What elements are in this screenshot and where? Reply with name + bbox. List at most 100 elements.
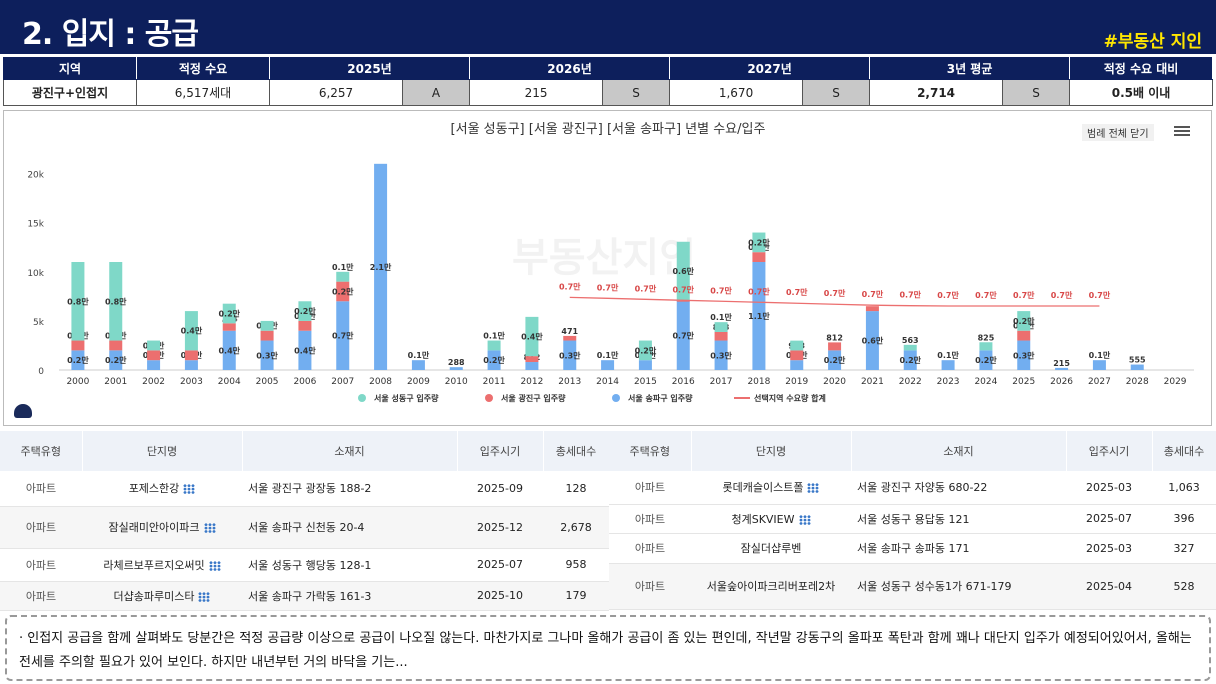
x-tick-label: 2007 bbox=[331, 377, 354, 387]
bar-gwangjin bbox=[109, 340, 123, 351]
data-label: 1.1만 bbox=[748, 311, 770, 321]
legend-toggle-button[interactable]: 범례 전체 닫기 bbox=[1082, 124, 1154, 141]
x-tick-label: 2004 bbox=[218, 377, 241, 387]
bar-gwangjin bbox=[525, 356, 539, 363]
col-header: 소재지 bbox=[242, 431, 458, 471]
housing-type: 아파트 bbox=[0, 506, 82, 549]
housing-type: 아파트 bbox=[0, 581, 82, 611]
demand-label: 0.7만 bbox=[937, 290, 959, 300]
bar-seongdong bbox=[298, 301, 312, 321]
move-in-date: 2025-07 bbox=[1066, 504, 1152, 534]
grade-2026-cell: S bbox=[602, 79, 671, 106]
data-label: 0.2만 bbox=[975, 355, 997, 365]
bar-songpa bbox=[487, 350, 501, 370]
x-tick-label: 2026 bbox=[1050, 377, 1073, 387]
bar-seongdong bbox=[147, 340, 161, 351]
supply-2027-cell: 1,670 bbox=[669, 79, 804, 106]
x-tick-label: 2027 bbox=[1088, 377, 1111, 387]
table-row: 아파트 잠실래미안아이파크 서울 송파구 신천동 20-4 2025-12 2,… bbox=[0, 506, 609, 549]
x-tick-label: 2025 bbox=[1012, 377, 1035, 387]
bar-gwangjin bbox=[1017, 330, 1031, 341]
complex-name-link[interactable]: 청계SKVIEW bbox=[731, 512, 795, 526]
demand-label: 0.7만 bbox=[899, 290, 921, 300]
table-row: 아파트 서울숲아이파크리버포레2차 서울 성동구 성수동1가 671-179 2… bbox=[609, 563, 1216, 610]
grid-icon[interactable] bbox=[183, 484, 196, 495]
chart-title: [서울 성동구] [서울 광진구] [서울 송파구] 년별 수요/입주 bbox=[451, 122, 766, 137]
data-label: 812 bbox=[826, 333, 843, 342]
summary-header: 2025년 bbox=[268, 57, 471, 80]
x-tick-label: 2014 bbox=[596, 377, 619, 387]
move-in-date: 2025-10 bbox=[457, 581, 543, 611]
data-label: 0.2만 bbox=[899, 355, 921, 365]
data-label: 0.1만 bbox=[597, 350, 619, 360]
address: 서울 광진구 광장동 188-2 bbox=[242, 471, 457, 507]
x-tick-label: 2002 bbox=[142, 377, 165, 387]
address: 서울 송파구 송파동 171 bbox=[851, 533, 1066, 564]
chart-menu-icon[interactable] bbox=[1174, 126, 1190, 136]
data-label: 0.6만 bbox=[672, 266, 694, 276]
complex-name-link[interactable]: 잠실래미안아이파크 bbox=[108, 521, 200, 534]
bar-gwangjin bbox=[714, 331, 728, 341]
data-label: 471 bbox=[561, 327, 578, 336]
col-header: 소재지 bbox=[851, 431, 1067, 471]
x-tick-label: 2028 bbox=[1126, 377, 1149, 387]
hashtag-label: #부동산 지인 bbox=[1103, 32, 1202, 52]
grid-icon[interactable] bbox=[798, 514, 811, 525]
y-tick-label: 0 bbox=[38, 367, 44, 377]
data-label: 215 bbox=[1053, 359, 1070, 368]
demand-label: 0.7만 bbox=[559, 281, 581, 291]
bar-songpa bbox=[449, 367, 463, 370]
summary-header: 적정 수요 대비 bbox=[1069, 57, 1214, 80]
complex-name-link[interactable]: 포제스한강 bbox=[128, 482, 180, 496]
y-tick-label: 15k bbox=[27, 220, 44, 230]
data-label: 0.7만 bbox=[332, 331, 354, 341]
address: 서울 성동구 용답동 121 bbox=[851, 504, 1066, 534]
demand-label: 0.7만 bbox=[824, 288, 846, 298]
data-label: 0.2만 bbox=[483, 355, 505, 365]
bar-gwangjin bbox=[222, 323, 236, 331]
housing-type: 아파트 bbox=[0, 471, 82, 507]
demand-line bbox=[569, 296, 1100, 307]
complex-name-link[interactable]: 라체르보푸르지오써밋 bbox=[103, 558, 205, 572]
bar-gwangjin bbox=[828, 342, 842, 351]
move-in-date: 2025-03 bbox=[1066, 533, 1152, 564]
bar-songpa bbox=[374, 163, 388, 370]
grid-icon[interactable] bbox=[807, 483, 820, 494]
summary-row: 광진구+인접지 6,517세대 6,257 A 215 S 1,670 S 2,… bbox=[3, 79, 1214, 106]
col-header: 입주시기 bbox=[457, 431, 544, 471]
grid-icon[interactable] bbox=[208, 560, 221, 571]
bar-gwangjin bbox=[147, 350, 161, 361]
bar-songpa bbox=[676, 301, 690, 370]
legend-item: 서울 송파구 입주량 bbox=[628, 393, 693, 403]
bar-songpa bbox=[222, 330, 236, 370]
data-label: 0.1만 bbox=[483, 331, 505, 341]
home-logo-icon[interactable] bbox=[14, 404, 32, 418]
unit-count: 958 bbox=[543, 548, 609, 582]
complex-name-link[interactable]: 서울숲아이파크리버포레2차 bbox=[706, 580, 836, 593]
table-row: 아파트 잠실더샵루벤 서울 송파구 송파동 171 2025-03 327 bbox=[609, 533, 1216, 564]
grid-icon[interactable] bbox=[198, 591, 211, 602]
complex-name-link[interactable]: 롯데캐슬이스트폴 bbox=[722, 481, 804, 495]
housing-type: 아파트 bbox=[0, 548, 82, 582]
complex-name-link[interactable]: 잠실더샵루벤 bbox=[740, 542, 802, 555]
data-label: 0.2만 bbox=[67, 355, 89, 365]
x-tick-label: 2023 bbox=[937, 377, 960, 387]
demand-label: 0.7만 bbox=[975, 290, 997, 300]
x-tick-label: 2001 bbox=[104, 377, 127, 387]
data-label: 0.3만 bbox=[256, 350, 278, 360]
complex-name-link[interactable]: 더샵송파루미스타 bbox=[113, 589, 195, 603]
bar-gwangjin bbox=[563, 335, 577, 341]
summary-header-row: 지역 적정 수요 2025년 2026년 2027년 3년 평균 적정 수요 대… bbox=[3, 57, 1214, 80]
data-label: 0.3만 bbox=[559, 350, 581, 360]
legend-marker bbox=[612, 394, 620, 402]
grid-icon[interactable] bbox=[203, 523, 216, 533]
bar-seongdong bbox=[790, 340, 804, 351]
data-label: 0.4만 bbox=[181, 326, 203, 336]
data-label: 0.3만 bbox=[1013, 350, 1035, 360]
region-cell: 광진구+인접지 bbox=[3, 79, 137, 106]
address: 서울 성동구 행당동 128-1 bbox=[242, 548, 457, 582]
x-tick-label: 2017 bbox=[710, 377, 733, 387]
data-label: 2.1만 bbox=[370, 262, 392, 272]
bar-seongdong bbox=[525, 316, 539, 357]
data-label: 825 bbox=[978, 333, 995, 342]
